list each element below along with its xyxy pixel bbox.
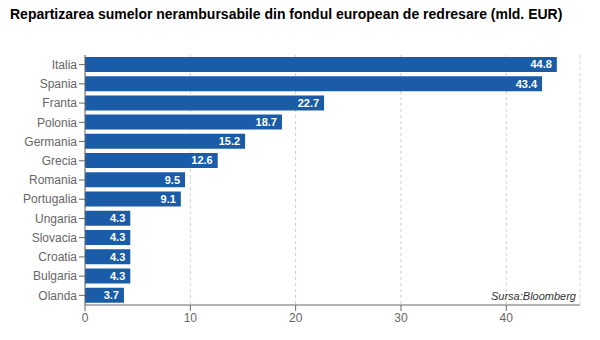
- svg-text:Slovacia: Slovacia: [32, 231, 78, 245]
- svg-text:0: 0: [82, 311, 89, 325]
- svg-text:Olanda: Olanda: [38, 289, 77, 303]
- svg-text:10: 10: [184, 311, 198, 325]
- svg-text:9.1: 9.1: [161, 193, 176, 205]
- svg-text:4.3: 4.3: [110, 251, 125, 263]
- svg-text:Grecia: Grecia: [42, 154, 78, 168]
- svg-text:Bulgaria: Bulgaria: [33, 269, 77, 283]
- svg-text:Spania: Spania: [40, 77, 78, 91]
- svg-text:Franta: Franta: [42, 96, 77, 110]
- svg-text:Romania: Romania: [29, 173, 77, 187]
- svg-text:Germania: Germania: [24, 135, 77, 149]
- svg-text:9.5: 9.5: [165, 174, 180, 186]
- svg-text:4.3: 4.3: [110, 231, 125, 243]
- html-text:Sursa:Bloomberg: Sursa:Bloomberg: [491, 290, 576, 302]
- svg-text:4.3: 4.3: [110, 212, 125, 224]
- svg-text:15.2: 15.2: [219, 135, 240, 147]
- svg-text:Croatia: Croatia: [38, 250, 77, 264]
- html-text:Repartizarea sumelor neramburs: Repartizarea sumelor nerambursabile din …: [10, 6, 563, 22]
- svg-text:12.6: 12.6: [191, 154, 212, 166]
- svg-text:20: 20: [289, 311, 303, 325]
- svg-text:Ungaria: Ungaria: [35, 212, 77, 226]
- svg-text:4.3: 4.3: [110, 270, 125, 282]
- svg-text:Polonia: Polonia: [37, 116, 77, 130]
- svg-text:40: 40: [500, 311, 514, 325]
- svg-text:22.7: 22.7: [298, 97, 319, 109]
- svg-text:3.7: 3.7: [104, 289, 119, 301]
- svg-text:43.4: 43.4: [516, 78, 538, 90]
- svg-text:Italia: Italia: [52, 58, 78, 72]
- svg-text:18.7: 18.7: [256, 116, 277, 128]
- svg-text:44.8: 44.8: [530, 58, 551, 70]
- svg-text:30: 30: [394, 311, 408, 325]
- svg-text:Portugalia: Portugalia: [23, 192, 77, 206]
